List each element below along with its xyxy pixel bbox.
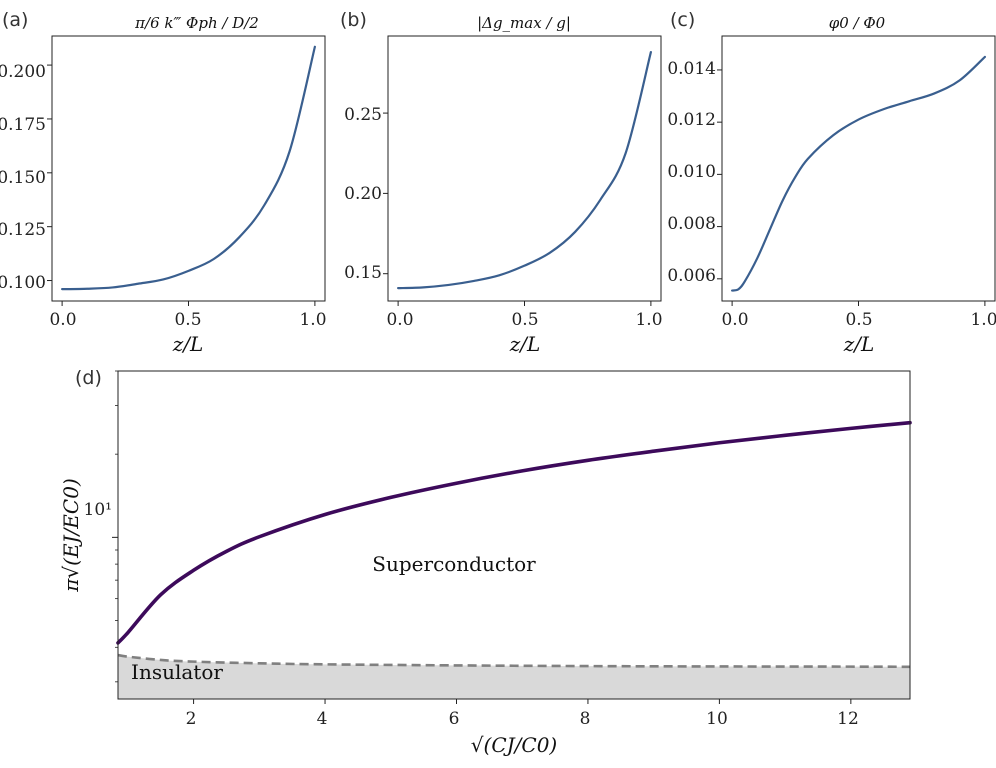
insulator-region [118, 655, 910, 699]
panel-b-xtick-2: 1.0 [635, 310, 662, 330]
panel-b-ytick-0: 0.25 [344, 105, 382, 125]
insulator-label: Insulator [131, 660, 223, 684]
panel-c-series-line [731, 55, 986, 292]
panel-d-xtick-1: 4 [317, 709, 328, 729]
panel-b-ytick-2: 0.15 [344, 263, 382, 283]
panel-b-xticks: 0.0 0.5 1.0 [386, 310, 662, 330]
panel-c: (c) φ0 / Φ0 0.014 0.012 0.010 0.008 0.00… [667, 9, 996, 356]
panel-b-title: |Δg_max / g| [477, 14, 571, 32]
panel-a-series-line [61, 45, 316, 291]
panel-d-xtick-2: 6 [449, 709, 460, 729]
panel-c-frame [721, 35, 996, 302]
panel-a-xtick-0: 0.0 [49, 310, 76, 330]
panel-d-ylabel: π√(EJ/EC0) [59, 478, 83, 592]
panel-d-xlabel: √(CJ/C0) [471, 733, 557, 757]
panel-a-xtick-1: 0.5 [174, 310, 201, 330]
panel-b-ytick-1: 0.20 [344, 184, 382, 204]
panel-d-tag: (d) [75, 367, 102, 389]
panel-d-xtick-5: 12 [837, 709, 859, 729]
panel-b-yticks: 0.25 0.20 0.15 [344, 105, 382, 283]
panel-a-ytick-0: 0.200 [0, 62, 46, 82]
panel-a-ytick-3: 0.125 [0, 220, 46, 240]
panel-b-xlabel: z/L [509, 332, 541, 356]
superconductor-boundary-line [116, 420, 912, 645]
panel-c-yticks: 0.014 0.012 0.010 0.008 0.006 [667, 59, 716, 286]
panel-a-yticks: 0.200 0.175 0.150 0.125 0.100 [0, 62, 46, 293]
panel-d-xtick-4: 10 [706, 709, 728, 729]
panel-d-xtick-3: 8 [580, 709, 591, 729]
panel-c-ytick-2: 0.010 [667, 162, 716, 182]
panel-c-xtick-0: 0.0 [721, 310, 748, 330]
panel-a: (a) π/6 k‴ Φph / D/2 0.200 0.175 0.150 0… [0, 9, 327, 356]
panel-c-xtick-2: 1.0 [970, 310, 996, 330]
panel-b-xtick-0: 0.0 [386, 310, 413, 330]
panel-a-xticks: 0.0 0.5 1.0 [49, 310, 326, 330]
panel-a-xlabel: z/L [172, 332, 204, 356]
panel-a-xtick-2: 1.0 [299, 310, 326, 330]
panel-c-xtick-1: 0.5 [845, 310, 872, 330]
panel-a-ytick-4: 0.100 [0, 273, 46, 293]
panel-b-tag: (b) [340, 9, 367, 31]
panel-c-ytick-4: 0.006 [667, 266, 716, 286]
panel-d-xticks: 2 4 6 8 10 12 [186, 709, 859, 729]
panel-d-frame [117, 370, 911, 700]
panel-c-ytick-1: 0.012 [667, 110, 716, 130]
panel-b-series-line [397, 50, 652, 290]
insulator-boundary-line [117, 653, 911, 669]
panel-c-title: φ0 / Φ0 [829, 14, 886, 32]
panel-b: (b) |Δg_max / g| 0.25 0.20 0.15 0.0 0.5 … [340, 9, 663, 356]
panel-c-xlabel: z/L [843, 332, 875, 356]
panel-c-xticks: 0.0 0.5 1.0 [721, 310, 996, 330]
panel-c-ytick-0: 0.014 [667, 59, 716, 79]
panel-d-xtick-0: 2 [186, 709, 197, 729]
panel-c-tag: (c) [670, 9, 695, 31]
panel-d: (d) 2 4 6 8 10 12 10¹ √(CJ/C0) π√(EJ/EC0… [59, 367, 912, 757]
panel-a-tag: (a) [2, 9, 28, 31]
panel-a-ytick-1: 0.175 [0, 115, 46, 135]
panel-c-ytick-3: 0.008 [667, 214, 716, 234]
panel-d-marks [112, 370, 912, 704]
panel-a-ytick-2: 0.150 [0, 168, 46, 188]
panel-d-ytick-0: 10¹ [84, 500, 112, 520]
panel-c-marks [717, 55, 986, 306]
panel-b-marks [383, 50, 652, 306]
panel-b-xtick-1: 0.5 [511, 310, 538, 330]
panel-a-marks [47, 45, 316, 306]
superconductor-label: Superconductor [372, 552, 536, 576]
panel-a-title: π/6 k‴ Φph / D/2 [134, 14, 259, 32]
